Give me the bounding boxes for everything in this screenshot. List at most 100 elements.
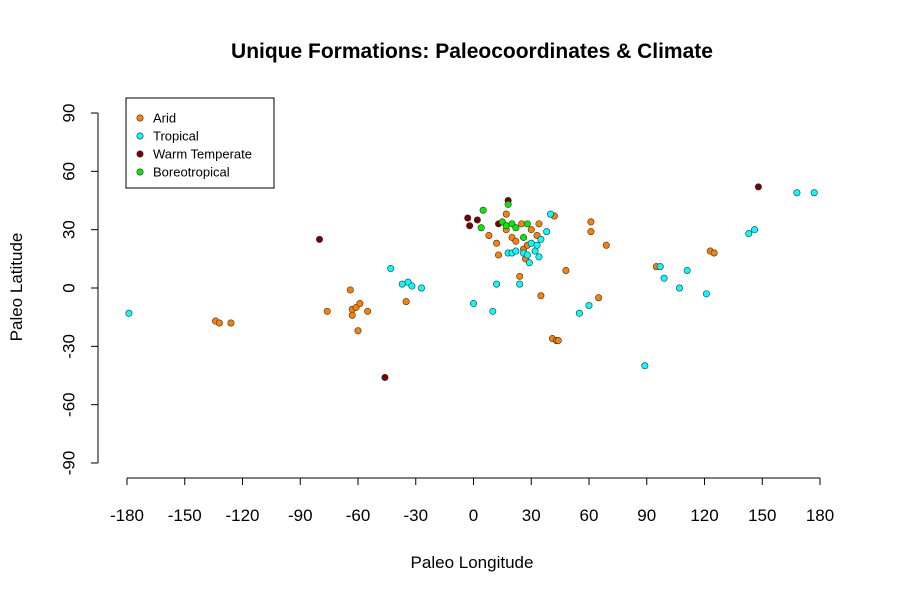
data-point — [489, 307, 497, 315]
legend-box — [125, 97, 275, 189]
data-point — [537, 292, 545, 300]
data-point — [381, 373, 389, 381]
data-point — [348, 311, 356, 319]
x-tick-label: 120 — [690, 506, 718, 525]
data-point — [562, 266, 570, 274]
data-point — [473, 216, 481, 224]
y-tick-label: 60 — [59, 162, 78, 181]
data-point — [387, 265, 395, 273]
data-point — [356, 300, 364, 308]
data-point — [469, 300, 477, 308]
data-point — [227, 319, 235, 327]
x-tick-label: 90 — [637, 506, 656, 525]
data-point — [315, 235, 323, 243]
data-point — [354, 327, 362, 335]
data-point — [485, 232, 493, 240]
data-point — [660, 274, 668, 282]
x-tick-label: -150 — [168, 506, 202, 525]
data-point — [346, 286, 354, 294]
legend-marker — [136, 114, 144, 122]
legend-label: Boreotropical — [153, 165, 230, 180]
data-point — [125, 309, 133, 317]
legend-marker — [136, 168, 144, 176]
data-point — [533, 241, 541, 249]
x-tick-label: -120 — [225, 506, 259, 525]
data-point — [215, 319, 223, 327]
data-point — [502, 222, 510, 230]
x-tick-label: -60 — [346, 506, 371, 525]
legend-label: Tropical — [153, 129, 199, 144]
data-point — [656, 263, 664, 271]
data-point — [398, 280, 406, 288]
legend-marker — [136, 150, 144, 158]
y-tick-label: 30 — [59, 220, 78, 239]
data-point — [702, 290, 710, 298]
y-tick-label: 0 — [59, 283, 78, 292]
data-point — [554, 336, 562, 344]
data-point — [408, 282, 416, 290]
data-point — [602, 241, 610, 249]
data-point — [745, 230, 753, 238]
series-warm-temperate — [315, 183, 762, 381]
y-tick-label: -60 — [59, 392, 78, 417]
data-point — [493, 280, 501, 288]
data-point — [535, 253, 543, 261]
data-point — [516, 280, 524, 288]
data-point — [418, 284, 426, 292]
data-point — [477, 224, 485, 232]
legend-label: Arid — [153, 111, 176, 126]
data-point — [587, 218, 595, 226]
data-point — [495, 251, 503, 259]
series-arid — [212, 210, 718, 344]
y-axis-label: Paleo Latitude — [7, 233, 26, 342]
data-point — [754, 183, 762, 191]
y-axis: -90 -60 -30 0 30 60 90 — [59, 104, 99, 476]
data-point — [493, 239, 501, 247]
data-point — [512, 247, 520, 255]
x-axis-label: Paleo Longitude — [411, 553, 534, 572]
data-point — [587, 228, 595, 236]
data-point — [464, 214, 472, 222]
y-tick-label: 90 — [59, 104, 78, 123]
legend-marker — [136, 132, 144, 140]
data-point — [466, 222, 474, 230]
x-tick-label: 30 — [522, 506, 541, 525]
data-point — [543, 228, 551, 236]
data-point — [520, 233, 528, 241]
data-point — [683, 266, 691, 274]
data-point — [595, 294, 603, 302]
chart-title: Unique Formations: Paleocoordinates & Cl… — [231, 40, 713, 63]
data-point — [527, 226, 535, 234]
data-point — [523, 251, 531, 259]
data-point — [751, 226, 759, 234]
series-tropical — [125, 189, 818, 370]
data-point — [523, 220, 531, 228]
data-point — [516, 272, 524, 280]
data-point — [531, 247, 539, 255]
data-point — [585, 301, 593, 309]
data-point — [575, 309, 583, 317]
data-point — [512, 224, 520, 232]
x-tick-label: 60 — [580, 506, 599, 525]
data-points — [125, 183, 818, 381]
data-point — [518, 220, 526, 228]
data-point — [793, 189, 801, 197]
y-tick-label: -30 — [59, 334, 78, 359]
x-tick-label: 180 — [806, 506, 834, 525]
data-point — [504, 200, 512, 208]
x-tick-label: 150 — [748, 506, 776, 525]
data-point — [479, 206, 487, 214]
legend: Arid Tropical Warm Temperate Boreotropical — [125, 97, 275, 189]
data-point — [675, 284, 683, 292]
data-point — [527, 239, 535, 247]
y-tick-label: -90 — [59, 451, 78, 476]
data-point — [537, 235, 545, 243]
data-point — [641, 362, 649, 370]
x-tick-label: -90 — [288, 506, 313, 525]
data-point — [323, 307, 331, 315]
data-point — [402, 298, 410, 306]
data-point — [364, 307, 372, 315]
data-point — [512, 237, 520, 245]
x-tick-label: -30 — [403, 506, 428, 525]
